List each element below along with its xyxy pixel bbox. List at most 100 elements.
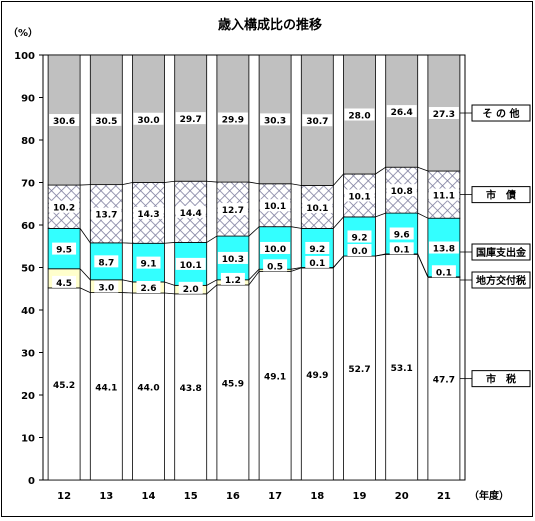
y-tick-label: 100 [14,51,35,62]
data-label: 29.9 [222,116,244,126]
series-connector [165,293,175,294]
series-connector [333,174,343,185]
data-label: 10.1 [180,261,202,271]
data-label: 3.0 [98,284,114,294]
data-label: 9.2 [352,233,368,243]
x-tick-label: 12 [57,491,71,502]
data-label: 14.4 [180,209,202,219]
y-tick-label: 50 [21,264,35,275]
legend-label: 市 税 [486,373,516,386]
series-connector [122,183,132,185]
data-label: 9.1 [141,260,157,270]
data-label: 0.1 [394,245,410,255]
data-label: 10.1 [348,192,370,202]
series-connector [207,285,217,294]
data-label: 8.7 [98,258,114,268]
data-label: 10.1 [306,204,328,214]
data-label: 10.2 [53,204,75,214]
y-tick-label: 60 [21,221,35,232]
data-label: 0.0 [352,247,368,257]
series-connector [122,280,132,282]
series-connector [80,288,90,293]
chart-title: 歳入構成比の推移 [218,17,322,33]
series-connector [249,182,259,184]
x-tick-label: 14 [142,491,156,502]
data-label: 30.0 [137,116,159,126]
series-connector [80,228,90,242]
series-connector [165,282,175,285]
x-tick-label: 17 [268,491,282,502]
data-label: 30.6 [53,117,75,127]
data-label: 53.1 [391,364,413,374]
data-label: 44.1 [95,383,117,393]
x-tick-label: 19 [353,491,367,502]
x-tick-label: 13 [99,491,113,502]
data-label: 30.3 [264,116,286,126]
y-tick-label: 90 [21,94,35,105]
data-label: 44.0 [137,384,159,394]
data-label: 0.1 [309,259,325,269]
x-tick-label: 15 [184,491,198,502]
data-label: 2.6 [141,284,157,294]
y-tick-label: 20 [21,391,35,402]
data-label: 10.1 [264,202,286,212]
series-connector [249,227,259,236]
x-tick-label: 21 [437,491,451,502]
data-label: 52.7 [348,365,370,375]
data-label: 1.2 [225,276,241,286]
data-label: 10.8 [391,187,413,197]
data-label: 45.9 [222,379,244,389]
series-connector [376,167,386,174]
series-connector [291,227,301,229]
data-label: 0.1 [436,268,452,278]
data-label: 2.0 [183,285,199,295]
series-connector [418,167,428,171]
data-label: 13.8 [433,245,455,255]
series-connector [207,236,217,242]
data-label: 49.1 [264,373,286,383]
y-tick-label: 80 [21,136,35,147]
series-connector [207,181,217,182]
data-label: 11.1 [433,192,455,202]
y-axis-unit-label: （%） [8,26,38,39]
data-label: 9.6 [394,231,410,241]
legend-label: 地方交付税 [476,274,526,287]
data-label: 10.0 [264,245,286,255]
y-tick-label: 40 [21,306,35,317]
series-connector [207,280,217,286]
data-label: 13.7 [95,211,117,221]
series-connector [418,254,428,277]
data-label: 12.7 [222,206,244,216]
x-tick-label: 18 [310,491,324,502]
series-connector [333,256,343,267]
series-connector [291,184,301,186]
data-label: 9.2 [309,245,325,255]
series-connector [165,242,175,243]
data-label: 49.9 [306,371,328,381]
y-tick-label: 30 [21,349,35,360]
data-label: 0.5 [267,262,283,272]
data-label: 26.4 [391,108,413,118]
x-tick-label: 20 [395,491,409,502]
legend-label: 国庫支出金 [476,246,527,259]
y-tick-label: 10 [21,434,35,445]
y-tick-label: 70 [21,179,35,190]
x-tick-label: 16 [226,491,240,502]
data-label: 45.2 [53,381,75,391]
series-connector [418,213,428,218]
series-connector [80,269,90,280]
data-label: 43.8 [180,384,202,394]
plot-area: 0 10 20 30 40 50 60 70 80 90 100 12 13 14 15 16 17 18 19 20… [14,51,465,502]
legend-label: 市 債 [486,189,516,202]
series-connector [333,217,343,228]
data-label: 29.7 [180,115,202,125]
data-label: 9.5 [56,246,72,256]
data-label: 30.5 [95,117,117,127]
data-label: 30.7 [306,117,328,127]
data-label: 10.3 [222,255,244,265]
data-label: 27.3 [433,110,455,120]
y-tick-label: 0 [28,476,35,487]
